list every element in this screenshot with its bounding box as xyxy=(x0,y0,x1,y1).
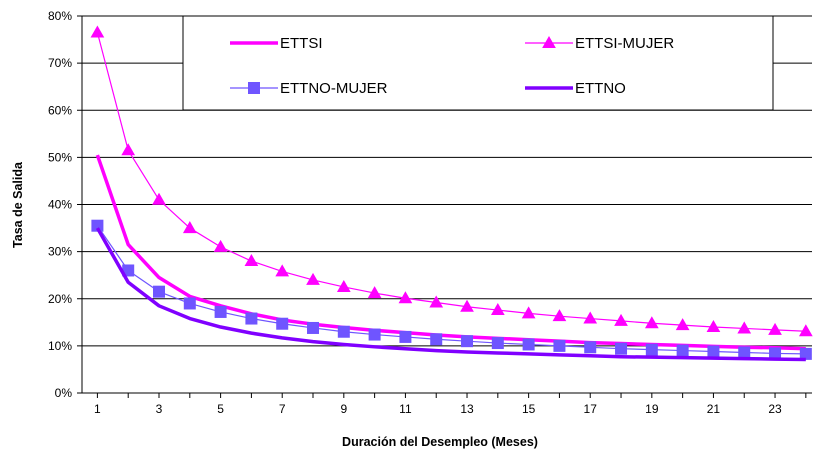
y-tick-label: 0% xyxy=(55,386,73,400)
data-point-ettsi-mujer xyxy=(798,324,813,337)
data-point-ettsi-mujer xyxy=(336,279,351,292)
data-point-ettsi-mujer xyxy=(398,291,413,304)
series-ettsi-mujer xyxy=(90,25,813,337)
data-point-ettno-mujer xyxy=(399,330,412,343)
data-point-ettsi-mujer xyxy=(737,321,752,334)
series-ettno-mujer xyxy=(91,219,812,360)
data-point-ettsi-mujer xyxy=(521,306,536,319)
y-tick-label: 80% xyxy=(48,9,72,23)
legend-marker-ettno-mujer xyxy=(248,82,260,94)
data-point-ettsi-mujer xyxy=(429,295,444,308)
data-point-ettno-mujer xyxy=(430,333,443,346)
data-point-ettsi-mujer xyxy=(182,221,197,234)
x-tick-label: 15 xyxy=(522,402,536,416)
data-point-ettsi-mujer xyxy=(675,318,690,331)
y-tick-label: 20% xyxy=(48,292,72,306)
data-point-ettsi-mujer xyxy=(583,311,598,324)
data-point-ettsi-mujer xyxy=(275,264,290,277)
y-tick-label: 40% xyxy=(48,198,72,212)
data-point-ettno-mujer xyxy=(522,338,535,351)
legend: ETTSI ETTSI-MUJER ETTNO-MUJER ETTNO xyxy=(182,15,774,111)
series-ettno xyxy=(95,227,806,362)
x-tick-label: 3 xyxy=(156,402,163,416)
data-point-ettno-mujer xyxy=(707,345,720,358)
y-tick-label: 50% xyxy=(48,150,72,164)
data-point-ettno-mujer xyxy=(645,343,658,356)
y-tick-label: 60% xyxy=(48,103,72,117)
x-tick-label: 21 xyxy=(707,402,721,416)
data-point-ettsi-mujer xyxy=(552,309,567,322)
y-axis-title: Tasa de Salida xyxy=(11,161,25,248)
legend-marker-ettsi-mujer xyxy=(542,35,556,48)
data-point-ettno-mujer xyxy=(214,305,227,318)
data-point-ettno-mujer xyxy=(276,317,289,330)
legend-label-ettno: ETTNO xyxy=(575,80,626,97)
data-point-ettno-mujer xyxy=(307,321,320,334)
data-point-ettno-mujer xyxy=(337,325,350,338)
data-point-ettsi-mujer xyxy=(121,143,136,156)
data-point-ettsi-mujer xyxy=(244,254,259,267)
data-point-ettno-mujer xyxy=(738,346,751,359)
data-point-ettno-mujer xyxy=(584,341,597,354)
data-point-ettno-mujer xyxy=(553,339,566,352)
data-point-ettsi-mujer xyxy=(367,286,382,299)
x-tick-label: 1 xyxy=(94,402,101,416)
data-point-ettsi-mujer xyxy=(706,320,721,333)
data-point-ettno-mujer xyxy=(461,335,474,348)
x-tick-label: 17 xyxy=(584,402,598,416)
axes: 0%10%20%30%40%50%60%70%80%1 3 5 7 9 11 13 15 17 1… xyxy=(48,9,807,416)
data-point-ettsi-mujer xyxy=(460,299,474,312)
data-point-ettsi-mujer xyxy=(614,313,628,326)
x-tick-label: 9 xyxy=(340,402,347,416)
data-point-ettno-mujer xyxy=(183,297,196,310)
series-lines xyxy=(90,25,813,362)
data-point-ettsi-mujer xyxy=(213,239,228,252)
data-point-ettsi-mujer xyxy=(490,303,505,316)
series-line-ettsi-mujer xyxy=(96,32,806,332)
legend-box xyxy=(182,15,774,111)
legend-label-ettsi-mujer: ETTSI-MUJER xyxy=(575,35,674,52)
x-tick-label: 7 xyxy=(279,402,286,416)
x-tick-label: 5 xyxy=(217,402,224,416)
x-tick-label: 13 xyxy=(460,402,474,416)
data-point-ettsi-mujer xyxy=(768,322,782,335)
legend-label-ettno-mujer: ETTNO-MUJER xyxy=(280,80,388,97)
x-tick-label: 19 xyxy=(645,402,659,416)
data-point-ettno-mujer xyxy=(615,342,628,355)
x-tick-label: 23 xyxy=(768,402,782,416)
x-tick-label: 11 xyxy=(399,402,412,416)
data-point-ettsi-mujer xyxy=(90,25,105,38)
y-tick-label: 70% xyxy=(48,56,72,70)
data-point-ettno-mujer xyxy=(245,312,258,325)
data-point-ettsi-mujer xyxy=(644,316,659,329)
data-point-ettno-mujer xyxy=(368,328,381,341)
data-point-ettno-mujer xyxy=(491,337,504,350)
data-point-ettsi-mujer xyxy=(152,192,166,205)
data-point-ettsi-mujer xyxy=(306,272,320,285)
data-point-ettno-mujer xyxy=(676,344,689,357)
y-tick-label: 30% xyxy=(48,245,72,259)
legend-label-ettsi: ETTSI xyxy=(280,35,323,52)
data-point-ettno-mujer xyxy=(153,285,166,298)
y-tick-label: 10% xyxy=(48,339,72,353)
x-axis-title: Duración del Desempleo (Meses) xyxy=(342,435,538,449)
series-line-ettno xyxy=(95,227,806,362)
